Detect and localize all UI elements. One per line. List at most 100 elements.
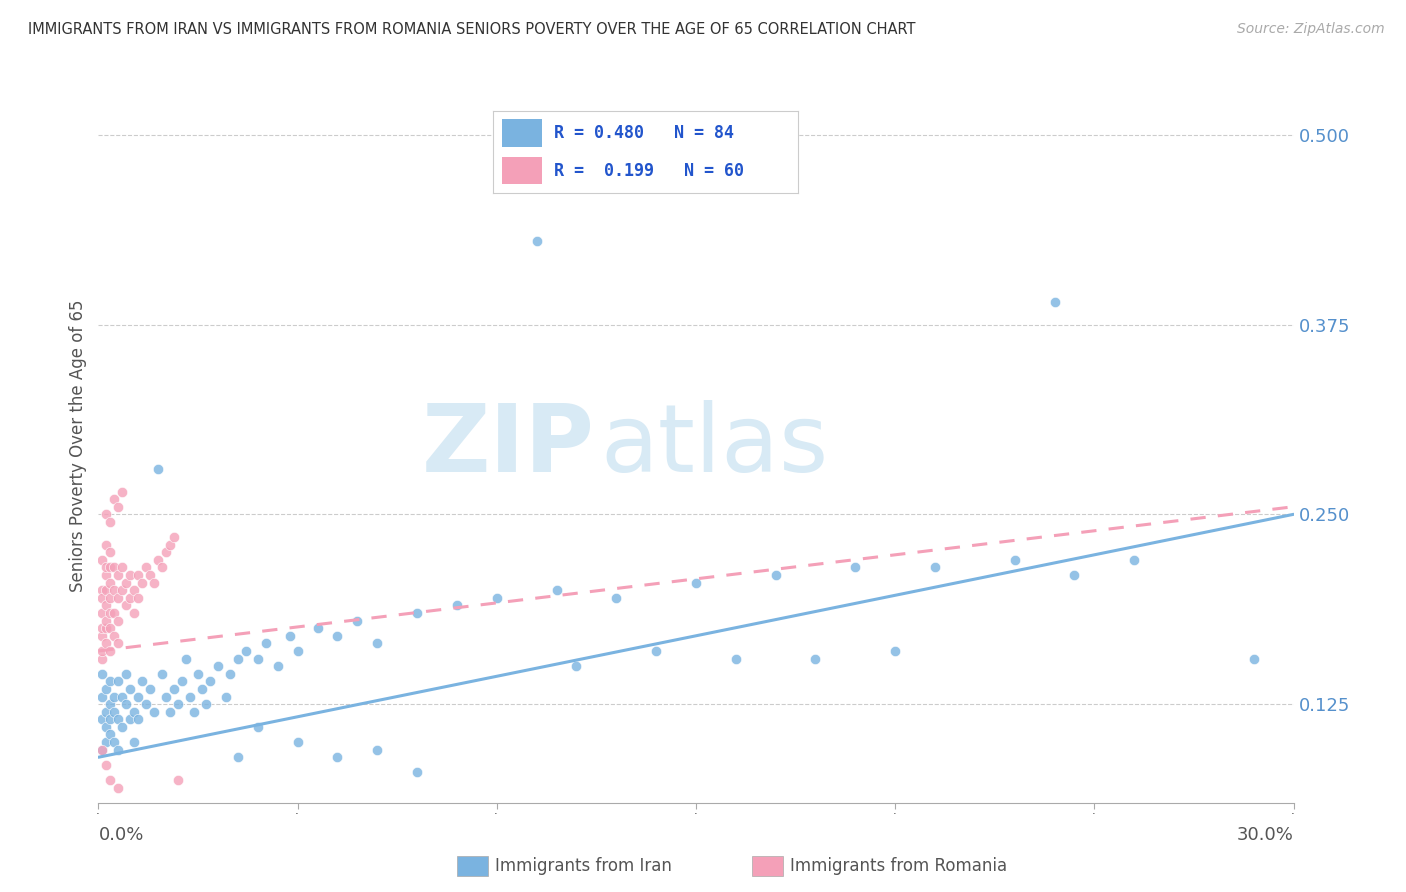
Point: [183, 705, 205, 719]
Point: [172, 674, 194, 689]
Point: [103, 705, 125, 719]
Point: [111, 720, 134, 734]
Point: [254, 636, 277, 650]
Text: IMMIGRANTS FROM IRAN VS IMMIGRANTS FROM ROMANIA SENIORS POVERTY OVER THE AGE OF : IMMIGRANTS FROM IRAN VS IMMIGRANTS FROM …: [28, 22, 915, 37]
Point: [98, 545, 122, 559]
Point: [246, 651, 269, 665]
Point: [96, 583, 118, 598]
Point: [98, 606, 122, 620]
Point: [139, 568, 162, 582]
Point: [1243, 651, 1265, 665]
Point: [366, 742, 388, 756]
Point: [246, 720, 269, 734]
Point: [120, 712, 142, 726]
Point: [96, 614, 118, 628]
Point: [187, 666, 209, 681]
Point: [96, 568, 118, 582]
Point: [139, 681, 162, 696]
Point: [111, 560, 134, 574]
Point: [96, 560, 118, 574]
Point: [406, 765, 429, 780]
Point: [98, 560, 122, 574]
Point: [645, 644, 668, 658]
Point: [96, 705, 118, 719]
Point: [98, 575, 122, 590]
Point: [148, 553, 170, 567]
Point: [526, 234, 548, 248]
Point: [884, 644, 907, 658]
Point: [91, 606, 114, 620]
Point: [1043, 294, 1066, 309]
Point: [91, 742, 114, 756]
Point: [96, 621, 118, 635]
Point: [198, 674, 221, 689]
Point: [124, 606, 146, 620]
Point: [91, 553, 114, 567]
Point: [127, 591, 149, 605]
Point: [107, 636, 129, 650]
Point: [91, 712, 114, 726]
Point: [111, 583, 134, 598]
Point: [103, 735, 125, 749]
Point: [174, 651, 197, 665]
Point: [207, 659, 229, 673]
Point: [124, 735, 146, 749]
Point: [96, 735, 118, 749]
Point: [287, 644, 309, 658]
Point: [96, 508, 118, 522]
Point: [98, 772, 122, 787]
Point: [685, 575, 707, 590]
Point: [219, 666, 242, 681]
Text: atlas: atlas: [600, 400, 828, 492]
Point: [267, 659, 290, 673]
Y-axis label: Seniors Poverty Over the Age of 65: Seniors Poverty Over the Age of 65: [69, 300, 87, 592]
Point: [115, 697, 138, 711]
Point: [107, 591, 129, 605]
Point: [446, 599, 468, 613]
Point: [107, 500, 129, 514]
Point: [107, 742, 129, 756]
Point: [98, 697, 122, 711]
Point: [924, 560, 946, 574]
Point: [120, 681, 142, 696]
Point: [546, 583, 568, 598]
Point: [346, 614, 368, 628]
Point: [91, 629, 114, 643]
Point: [96, 757, 118, 772]
Point: [107, 674, 129, 689]
Point: [167, 772, 190, 787]
Point: [155, 690, 177, 704]
Text: Immigrants from Iran: Immigrants from Iran: [495, 857, 672, 875]
Point: [96, 538, 118, 552]
Point: [96, 599, 118, 613]
Point: [278, 629, 301, 643]
Point: [120, 591, 142, 605]
Point: [107, 568, 129, 582]
Point: [96, 681, 118, 696]
Text: 30.0%: 30.0%: [1237, 826, 1294, 844]
Point: [107, 614, 129, 628]
Point: [159, 538, 181, 552]
Point: [120, 568, 142, 582]
Point: [163, 530, 186, 544]
Point: [765, 568, 787, 582]
Point: [163, 681, 186, 696]
Point: [111, 484, 134, 499]
Point: [191, 681, 214, 696]
Point: [179, 690, 201, 704]
Point: [485, 591, 508, 605]
Point: [103, 690, 125, 704]
Text: Source: ZipAtlas.com: Source: ZipAtlas.com: [1237, 22, 1385, 37]
Point: [150, 560, 173, 574]
Point: [91, 621, 114, 635]
Point: [103, 583, 125, 598]
Point: [91, 666, 114, 681]
Point: [107, 780, 129, 795]
Point: [131, 674, 153, 689]
Point: [98, 727, 122, 741]
Point: [135, 560, 157, 574]
Point: [98, 712, 122, 726]
Point: [98, 591, 122, 605]
Point: [98, 644, 122, 658]
Point: [103, 560, 125, 574]
